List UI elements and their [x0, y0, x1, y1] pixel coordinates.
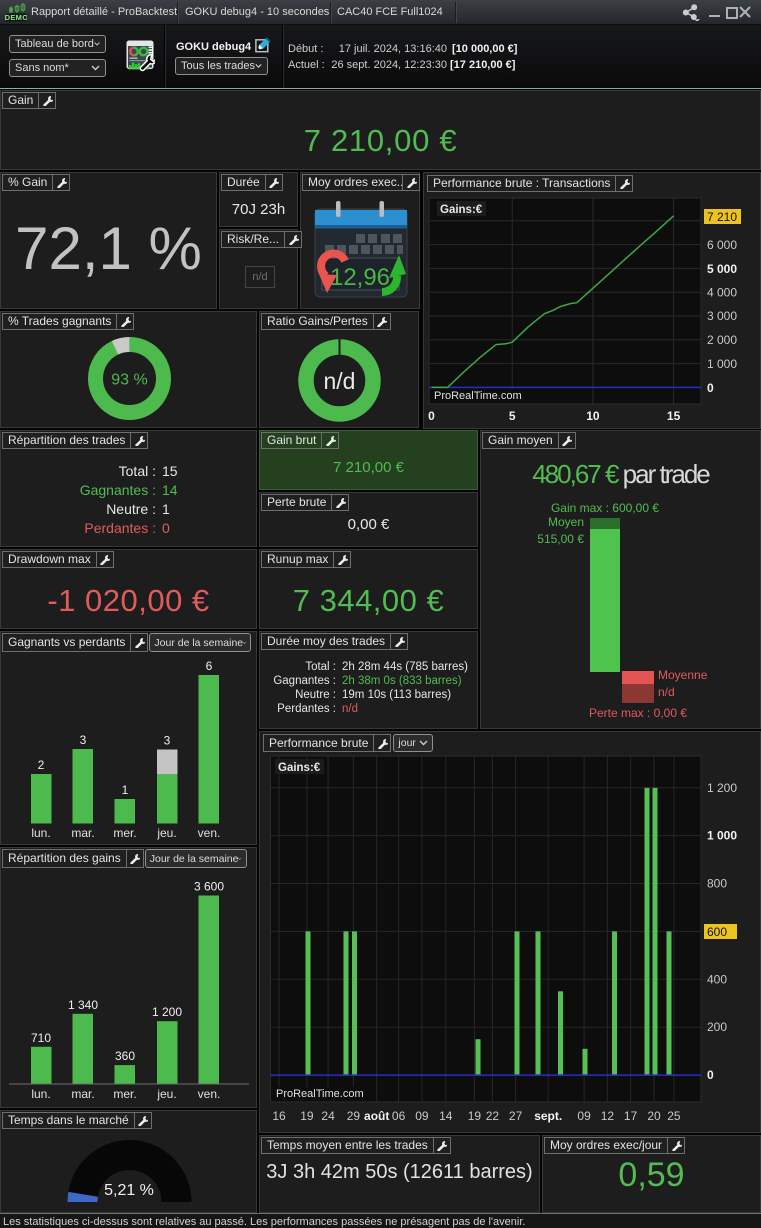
svg-text:4 000: 4 000 [707, 286, 737, 300]
svg-text:lun.: lun. [31, 826, 50, 840]
svg-text:15: 15 [667, 409, 681, 423]
svg-text:0: 0 [428, 409, 435, 423]
svg-text:3: 3 [164, 734, 171, 748]
svg-text:2: 2 [38, 758, 45, 772]
svg-text:22: 22 [486, 1109, 500, 1123]
svg-text:3 600: 3 600 [194, 880, 224, 894]
svg-text:5,21 %: 5,21 % [104, 1182, 154, 1199]
svg-text:19: 19 [468, 1109, 482, 1123]
svg-text:800: 800 [707, 877, 727, 891]
svg-text:24: 24 [321, 1109, 335, 1123]
svg-text:29: 29 [347, 1109, 361, 1123]
svg-text:août: août [364, 1109, 389, 1123]
svg-text:5: 5 [509, 409, 516, 423]
svg-text:Gains:€: Gains:€ [440, 204, 483, 216]
svg-text:10: 10 [586, 409, 600, 423]
svg-text:mar.: mar. [71, 1087, 94, 1101]
svg-text:09: 09 [415, 1109, 429, 1123]
svg-text:ven.: ven. [198, 1087, 221, 1101]
svg-text:19: 19 [300, 1109, 314, 1123]
svg-text:jeu.: jeu. [156, 826, 176, 840]
svg-text:12,96: 12,96 [330, 264, 390, 291]
svg-text:1 000: 1 000 [707, 829, 737, 843]
svg-text:20: 20 [647, 1109, 661, 1123]
svg-text:600: 600 [707, 925, 727, 939]
svg-text:ProRealTime.com: ProRealTime.com [434, 390, 522, 402]
svg-text:mar.: mar. [71, 826, 94, 840]
svg-text:lun.: lun. [31, 1087, 50, 1101]
svg-text:Gains:€: Gains:€ [278, 762, 321, 774]
svg-text:360: 360 [115, 1049, 135, 1063]
svg-text:0: 0 [707, 1068, 714, 1082]
svg-text:1 200: 1 200 [152, 1005, 182, 1019]
svg-text:0: 0 [707, 381, 714, 395]
svg-text:sept.: sept. [534, 1109, 562, 1123]
svg-text:06: 06 [392, 1109, 406, 1123]
svg-text:09: 09 [577, 1109, 591, 1123]
svg-text:6 000: 6 000 [707, 238, 737, 252]
svg-text:7 210: 7 210 [707, 210, 737, 224]
svg-text:14: 14 [439, 1109, 453, 1123]
svg-text:n/d: n/d [324, 368, 356, 394]
svg-text:mer.: mer. [113, 826, 136, 840]
svg-text:2 000: 2 000 [707, 333, 737, 347]
svg-text:ProRealTime.com: ProRealTime.com [276, 1088, 364, 1100]
svg-text:3: 3 [80, 733, 87, 747]
svg-text:1 200: 1 200 [707, 781, 737, 795]
svg-text:17: 17 [624, 1109, 638, 1123]
svg-text:16: 16 [272, 1109, 286, 1123]
svg-text:27: 27 [509, 1109, 523, 1123]
svg-text:mer.: mer. [113, 1087, 136, 1101]
svg-text:200: 200 [707, 1020, 727, 1034]
svg-text:1: 1 [122, 783, 129, 797]
svg-text:12: 12 [601, 1109, 615, 1123]
svg-text:ven.: ven. [198, 826, 221, 840]
svg-text:25: 25 [667, 1109, 681, 1123]
svg-text:1 000: 1 000 [707, 357, 737, 371]
svg-text:710: 710 [31, 1031, 51, 1045]
svg-text:jeu.: jeu. [156, 1087, 176, 1101]
svg-text:6: 6 [206, 659, 213, 673]
svg-text:93 %: 93 % [111, 372, 147, 389]
svg-text:DEMO: DEMO [5, 13, 27, 22]
svg-text:3 000: 3 000 [707, 309, 737, 323]
svg-text:5 000: 5 000 [707, 262, 737, 276]
svg-text:1 340: 1 340 [68, 998, 98, 1012]
svg-text:400: 400 [707, 972, 727, 986]
